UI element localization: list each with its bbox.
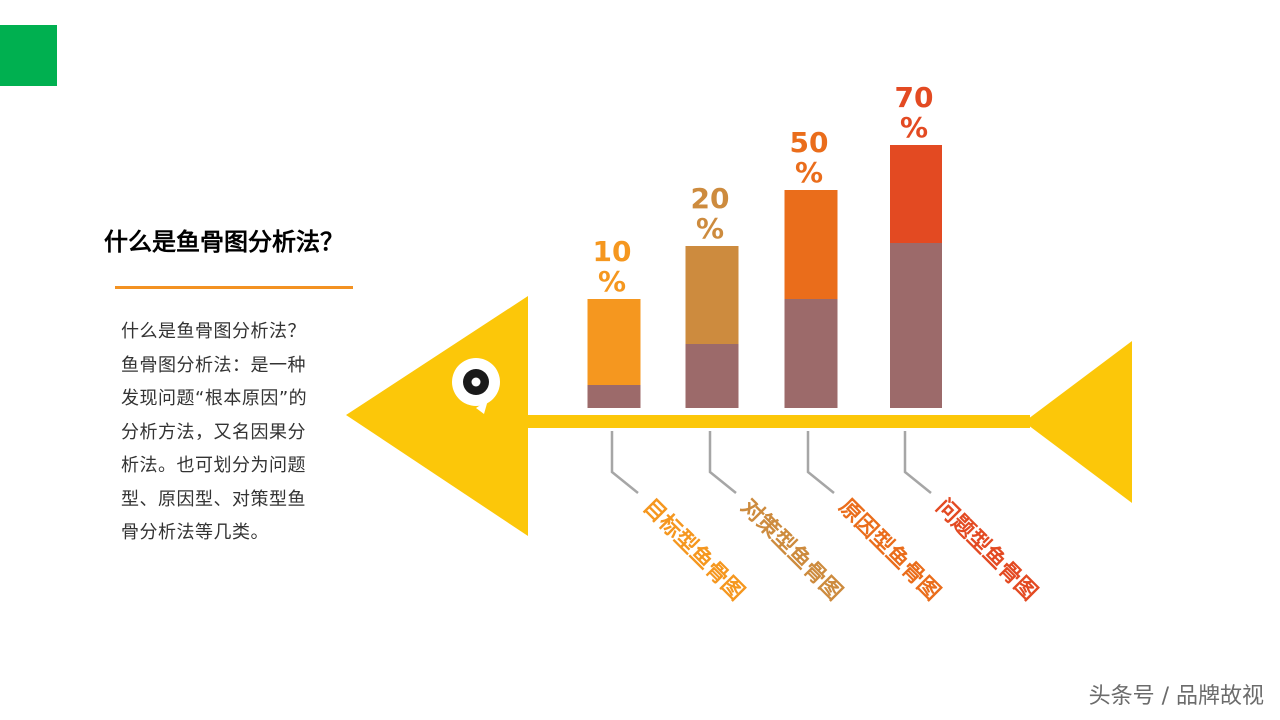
bar-base-3 xyxy=(784,299,838,408)
bar-base-1 xyxy=(587,385,641,408)
bar-top-1 xyxy=(587,299,641,385)
data-label-pct-4: % xyxy=(900,111,928,144)
data-label-1: 10 xyxy=(593,235,632,268)
fish-spine xyxy=(526,415,1030,428)
fish-head xyxy=(346,296,528,536)
fish-tail xyxy=(1024,341,1132,503)
bone-line-4 xyxy=(903,431,932,494)
bone-line-3 xyxy=(806,431,835,494)
bar-top-2 xyxy=(685,246,739,344)
description-text: 什么是鱼骨图分析法？鱼骨图分析法：是一种发现问题“根本原因”的分析方法，又名因果… xyxy=(121,321,308,543)
data-label-pct-2: % xyxy=(696,212,724,245)
bar-base-4 xyxy=(890,243,942,408)
bar-base-2 xyxy=(685,344,739,408)
bar-top-3 xyxy=(784,190,838,299)
page-title: 什么是鱼骨图分析法？ xyxy=(104,228,344,256)
category-label-4: 问题型鱼骨图 xyxy=(931,494,1043,606)
bar-top-4 xyxy=(890,145,942,243)
bone-line-2 xyxy=(708,431,737,494)
accent-square xyxy=(0,25,57,86)
category-label-3: 原因型鱼骨图 xyxy=(834,494,946,606)
data-label-3: 50 xyxy=(790,126,829,159)
data-label-pct-3: % xyxy=(795,156,823,189)
title-underline xyxy=(115,286,353,289)
data-label-pct-1: % xyxy=(598,265,626,298)
watermark: 头条号 / 品牌故视 xyxy=(1088,684,1264,709)
fish-eye-icon xyxy=(452,358,500,414)
data-label-2: 20 xyxy=(691,182,730,215)
category-label-2: 对策型鱼骨图 xyxy=(736,494,848,606)
category-label-1: 目标型鱼骨图 xyxy=(638,494,750,606)
bone-line-1 xyxy=(610,431,639,494)
data-label-4: 70 xyxy=(895,81,934,114)
